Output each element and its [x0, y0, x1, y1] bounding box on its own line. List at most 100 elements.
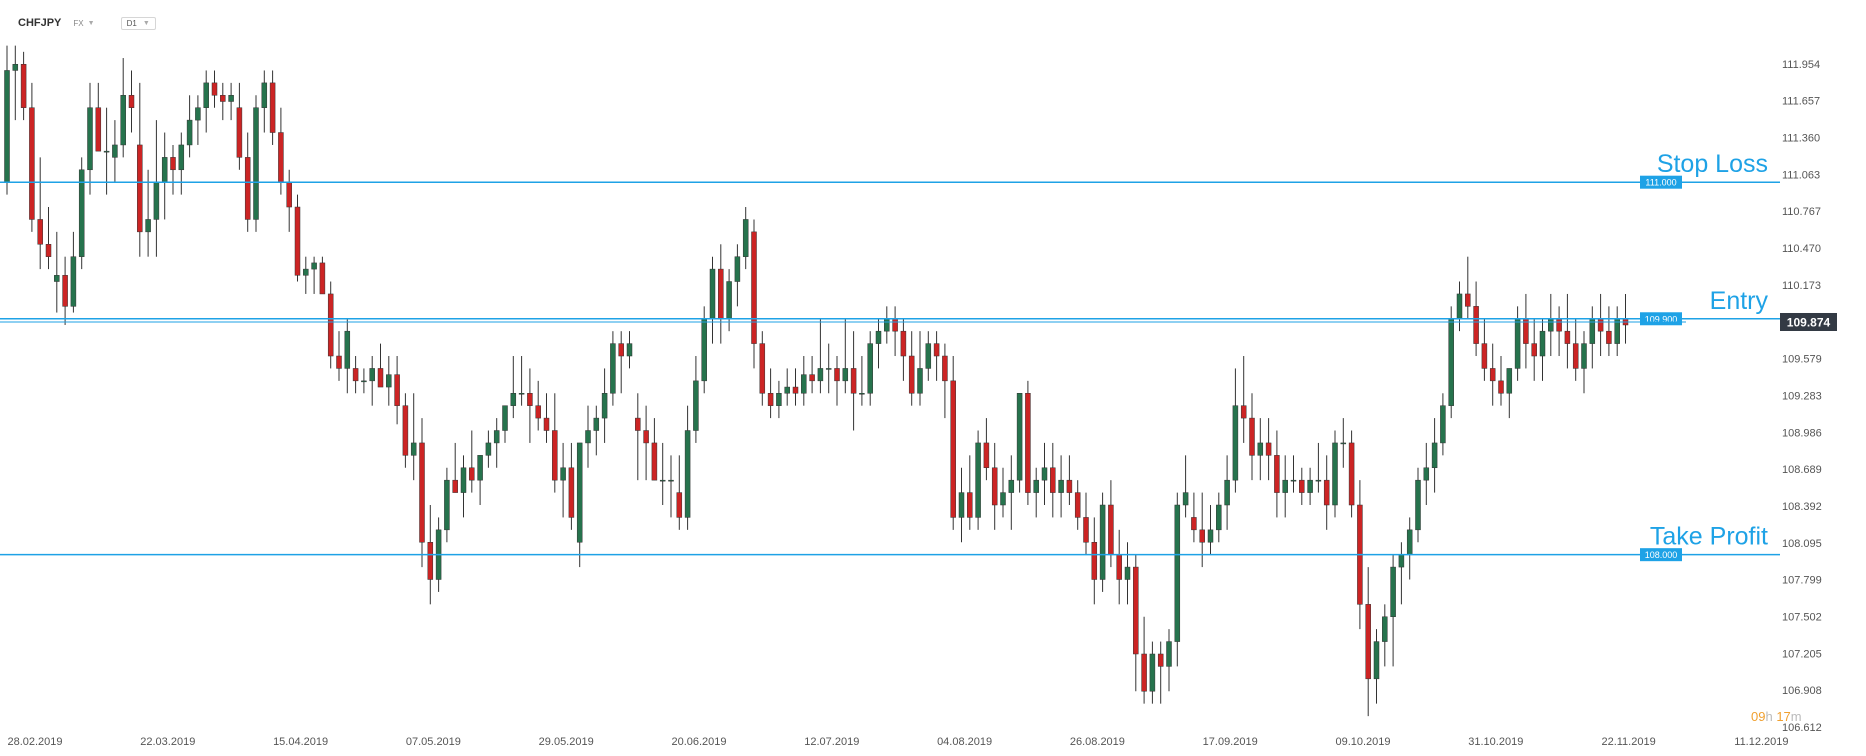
candle-body [1597, 318, 1604, 332]
candle-body [1365, 604, 1371, 680]
candle-body [718, 268, 724, 320]
y-tick-label: 111.360 [1782, 133, 1820, 145]
candle-body [62, 275, 68, 307]
candle-body [1481, 343, 1488, 369]
candle-body [469, 467, 475, 481]
candle-body [128, 95, 135, 108]
x-tick-label: 31.10.2019 [1468, 736, 1523, 748]
candle-body [269, 82, 276, 133]
candle-body [867, 343, 873, 394]
candle-body [1133, 566, 1139, 655]
candle-body [1157, 653, 1164, 667]
x-tick-label: 12.07.2019 [804, 736, 859, 748]
stop-loss-price-tag [1640, 175, 1682, 189]
candle-body [933, 343, 940, 357]
candle-body [286, 181, 292, 208]
countdown-hours-unit: h [1765, 709, 1773, 724]
candle-body [1083, 517, 1089, 543]
candle-body [452, 479, 458, 493]
timeframe-select[interactable]: D1 ▼ [120, 16, 156, 30]
candle-body [195, 107, 201, 121]
candle-body [1191, 517, 1197, 531]
y-tick-label: 110.767 [1782, 206, 1821, 218]
x-tick-label: 20.06.2019 [671, 736, 726, 748]
candle-body [884, 318, 890, 332]
candle-body [1348, 442, 1355, 506]
candle-body [1141, 653, 1147, 692]
x-tick-label: 22.03.2019 [140, 736, 195, 748]
candle-body [1498, 380, 1504, 394]
candle-body [1506, 368, 1513, 394]
candle-body [244, 157, 251, 220]
candle-body [352, 368, 359, 382]
entry-price-text: 109.900 [1645, 314, 1678, 324]
candle-body [734, 256, 741, 282]
y-tick-label: 110.173 [1782, 280, 1821, 292]
candle-body [54, 275, 60, 282]
candle-body [1572, 343, 1579, 369]
candle-body [1440, 405, 1446, 444]
candle-body [1382, 616, 1388, 642]
candle-body [427, 542, 434, 580]
y-tick-label: 106.612 [1782, 722, 1822, 734]
candle-body [386, 374, 392, 388]
x-tick-label: 28.02.2019 [7, 736, 62, 748]
candle-body [626, 343, 633, 357]
candle-body [311, 262, 317, 270]
market-dropdown-icon[interactable]: ▼ [87, 19, 95, 27]
candle-body [684, 430, 691, 518]
candle-body [1099, 504, 1106, 580]
candle-body [1008, 479, 1015, 493]
candle-body [1116, 554, 1122, 580]
candle-body [601, 393, 608, 419]
stop-loss-label: Stop Loss [1657, 150, 1768, 178]
candle-body [809, 374, 815, 382]
candle-body [1016, 393, 1023, 481]
y-tick-label: 108.095 [1782, 538, 1822, 550]
chevron-down-icon: ▼ [142, 19, 150, 27]
candle-body [87, 107, 93, 171]
candle-body [1448, 318, 1454, 406]
last-price-tag [1780, 312, 1837, 331]
candle-body [203, 82, 209, 108]
candle-body [303, 268, 309, 276]
entry-label: Entry [1710, 287, 1769, 315]
y-tick-label: 108.689 [1782, 464, 1822, 476]
candle-body [1224, 479, 1230, 506]
candle-body [543, 417, 550, 431]
candle-body [1124, 566, 1131, 580]
candle-body [444, 479, 450, 531]
candle-body [1274, 455, 1280, 493]
candle-body [485, 442, 492, 456]
candle-countdown: 09h 17m [1751, 709, 1802, 724]
y-tick-label: 107.799 [1782, 575, 1822, 587]
candle-body [95, 107, 102, 152]
take-profit-price-text: 108.000 [1645, 550, 1678, 560]
candle-body [842, 368, 849, 382]
candle-body [327, 293, 334, 357]
candle-body [1074, 492, 1081, 518]
candle-body [726, 281, 732, 320]
candle-body [825, 368, 832, 370]
candle-body [651, 442, 658, 481]
candle-body [12, 63, 19, 71]
candle-body [917, 368, 923, 394]
candle-body [4, 70, 10, 183]
symbol-label[interactable]: CHFJPY [18, 17, 62, 29]
market-label[interactable]: FX [73, 18, 84, 28]
candle-body [784, 386, 790, 394]
candle-body [900, 330, 907, 357]
candle-body [1174, 504, 1181, 642]
candle-body [1207, 529, 1214, 543]
candle-body [967, 492, 973, 518]
candle-body [1564, 330, 1571, 344]
candle-body [369, 368, 375, 382]
candle-body [701, 318, 707, 382]
candle-body [767, 393, 774, 406]
candle-body [377, 368, 384, 388]
candle-body [709, 268, 716, 320]
candle-body [1307, 479, 1313, 493]
candle-body [576, 442, 583, 543]
candle-body [394, 374, 400, 406]
